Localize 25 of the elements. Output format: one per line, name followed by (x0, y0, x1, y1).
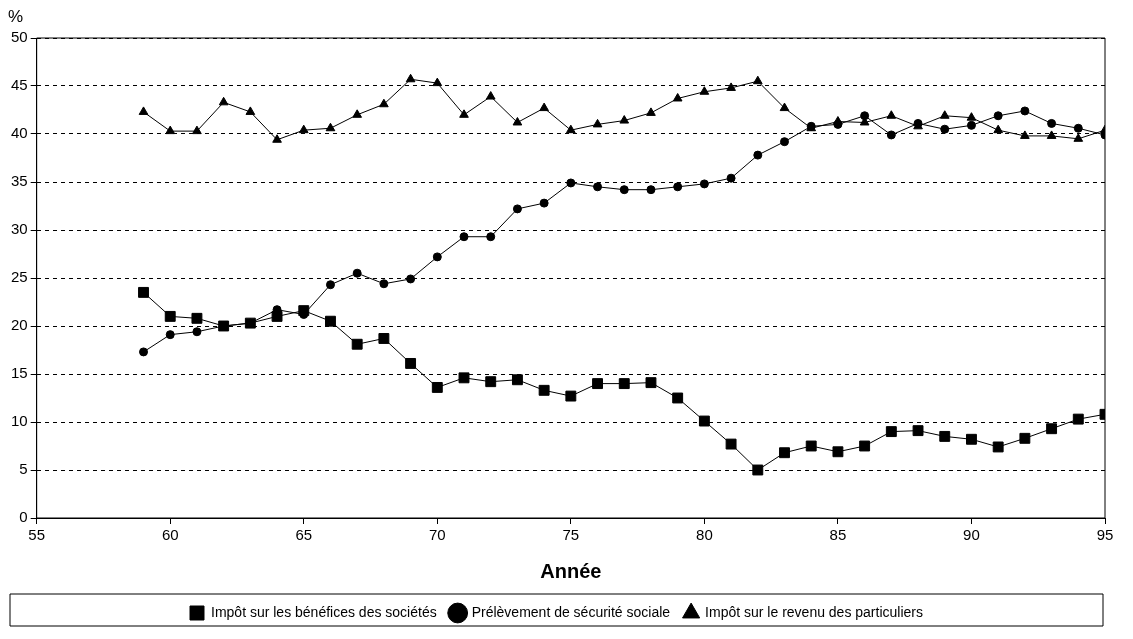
y-tick-label: 25 (11, 268, 28, 286)
y-tick-label: 40 (11, 124, 28, 142)
x-tick-label: 60 (161, 526, 179, 544)
y-tick-label: 10 (11, 412, 28, 430)
x-axis-title: Année (540, 559, 602, 582)
x-tick-label: 80 (696, 526, 713, 544)
x-tick-label: 55 (28, 526, 46, 544)
x-tick-label: 95 (1096, 526, 1114, 544)
x-tick-label: 65 (295, 526, 313, 544)
x-tick-label: 85 (829, 526, 847, 544)
x-tick-label: 90 (963, 526, 980, 544)
y-tick-label: 5 (19, 460, 28, 478)
y-tick-label: 0 (19, 508, 28, 526)
y-tick-label: 50 (11, 28, 28, 46)
legend-label: Prélèvement de sécurité sociale (471, 603, 671, 620)
legend-label: Impôt sur les bénéfices des sociétés (211, 603, 437, 620)
x-tick-label: 70 (428, 526, 446, 544)
y-tick-label: 45 (11, 76, 28, 94)
y-tick-label: 15 (11, 364, 28, 382)
y-tick-label: 30 (11, 220, 28, 238)
y-tick-label: 20 (11, 316, 28, 334)
legend-label: Impôt sur le revenu des particuliers (705, 603, 923, 620)
y-tick-label: 35 (11, 172, 28, 190)
y-axis-title: % (8, 7, 24, 27)
x-tick-label: 75 (562, 526, 580, 544)
